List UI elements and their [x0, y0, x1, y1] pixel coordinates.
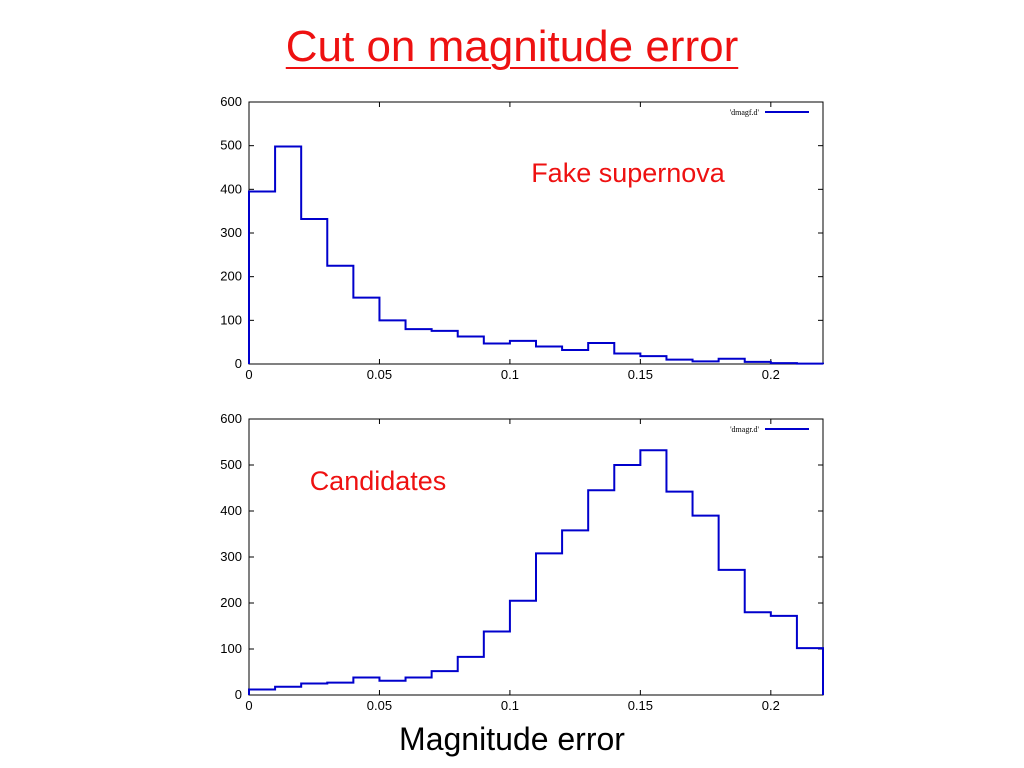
x-tick-label: 0.2 — [762, 367, 780, 382]
histogram-bin — [562, 350, 588, 364]
histogram-bin — [614, 354, 640, 364]
histogram-bin — [745, 362, 771, 364]
x-tick-label: 0.1 — [501, 698, 519, 713]
histogram-bin — [771, 616, 797, 695]
histogram-bin — [432, 331, 458, 364]
histogram-bin — [719, 570, 745, 695]
chart-annotation: Candidates — [310, 466, 447, 496]
histogram-bin — [588, 490, 614, 695]
y-tick-label: 600 — [220, 411, 242, 426]
histogram-bin — [536, 347, 562, 364]
histogram-bin — [484, 343, 510, 364]
histogram-bin — [458, 657, 484, 695]
histogram-bin — [745, 612, 771, 695]
histogram-series-line — [248, 449, 824, 695]
y-tick-label: 600 — [220, 94, 242, 109]
histogram-bin — [797, 648, 823, 695]
histogram-bin — [666, 492, 692, 695]
x-tick-label: 0.05 — [367, 698, 392, 713]
slide-title: Cut on magnitude error — [285, 22, 739, 71]
histogram-bin — [249, 689, 275, 695]
y-tick-label: 100 — [220, 641, 242, 656]
histogram-bin — [353, 298, 379, 364]
histogram-bin — [771, 363, 797, 364]
y-tick-label: 0 — [235, 687, 242, 702]
histogram-bin — [301, 684, 327, 696]
legend-label: 'dmagr.d' — [730, 425, 759, 434]
histogram-bin — [562, 530, 588, 695]
legend-label: 'dmagf.d' — [730, 108, 760, 117]
x-tick-label: 0.15 — [628, 367, 653, 382]
y-tick-label: 500 — [220, 138, 242, 153]
y-tick-label: 0 — [235, 356, 242, 371]
histogram-bin — [614, 465, 640, 695]
histogram-bin — [484, 632, 510, 695]
histogram-bin — [275, 687, 301, 695]
histogram-bin — [510, 601, 536, 695]
histogram-bin — [379, 681, 405, 695]
histogram-bin — [588, 343, 614, 364]
y-tick-label: 400 — [220, 181, 242, 196]
histogram-bin — [301, 219, 327, 364]
y-tick-label: 500 — [220, 457, 242, 472]
histogram-bin — [275, 147, 301, 364]
histogram-bin — [693, 516, 719, 695]
histogram-bin — [536, 553, 562, 695]
histogram-bin — [379, 320, 405, 364]
histogram-bin — [693, 361, 719, 364]
histogram-bin — [640, 450, 666, 695]
histogram-1: 0 100 200 300 400 500 600 0 0.05 0.1 0.15 0.2 'dmagf… — [220, 94, 824, 382]
histogram-series-line — [248, 145, 824, 365]
histogram-bin — [406, 329, 432, 364]
x-tick-label: 0.2 — [762, 698, 780, 713]
histogram-bin — [353, 678, 379, 695]
histogram-bin — [327, 266, 353, 364]
histogram-bin — [406, 678, 432, 695]
histogram-bin — [510, 341, 536, 364]
histogram-bin — [327, 683, 353, 695]
chart-annotation: Fake supernova — [531, 158, 726, 188]
y-tick-label: 200 — [220, 269, 242, 284]
y-tick-label: 400 — [220, 503, 242, 518]
histogram-bin — [458, 336, 484, 364]
x-tick-label: 0.1 — [501, 367, 519, 382]
histogram-bin — [249, 192, 275, 364]
y-tick-label: 300 — [220, 225, 242, 240]
y-tick-label: 200 — [220, 595, 242, 610]
x-tick-label: 0.15 — [628, 698, 653, 713]
y-tick-label: 300 — [220, 549, 242, 564]
x-tick-label: 0.05 — [367, 367, 392, 382]
x-tick-label: 0 — [245, 367, 252, 382]
x-tick-label: 0 — [245, 698, 252, 713]
histogram-bin — [666, 360, 692, 364]
x-axis-caption: Magnitude error — [399, 721, 625, 757]
histogram-bin — [432, 671, 458, 695]
histogram-bin — [719, 359, 745, 364]
y-tick-label: 100 — [220, 312, 242, 327]
histogram-bin — [640, 356, 666, 364]
histogram-2: 0 100 200 300 400 500 600 0 0.05 0.1 0.15 0.2 'dmagr… — [220, 411, 824, 713]
